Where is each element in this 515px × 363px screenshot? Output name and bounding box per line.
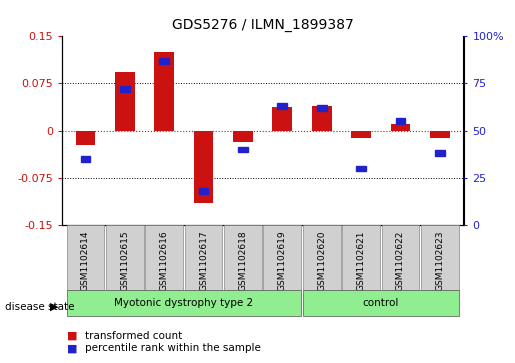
Bar xyxy=(66,290,301,316)
Text: GSM1102622: GSM1102622 xyxy=(396,230,405,291)
Text: GSM1102617: GSM1102617 xyxy=(199,230,208,291)
Text: Myotonic dystrophy type 2: Myotonic dystrophy type 2 xyxy=(114,298,253,308)
Bar xyxy=(435,151,445,156)
Bar xyxy=(303,225,340,290)
Text: GSM1102623: GSM1102623 xyxy=(435,230,444,291)
Text: GSM1102621: GSM1102621 xyxy=(356,230,366,291)
Text: GSM1102614: GSM1102614 xyxy=(81,230,90,291)
Bar xyxy=(154,52,174,131)
Bar xyxy=(145,225,183,290)
Bar xyxy=(396,118,405,124)
Bar xyxy=(312,106,332,131)
Bar xyxy=(233,131,253,142)
Bar xyxy=(199,188,209,194)
Bar xyxy=(120,86,130,92)
Text: percentile rank within the sample: percentile rank within the sample xyxy=(85,343,261,354)
Bar xyxy=(224,225,262,290)
Bar xyxy=(115,72,134,131)
Text: GSM1102616: GSM1102616 xyxy=(160,230,169,291)
Bar xyxy=(356,166,366,171)
Text: ■: ■ xyxy=(67,343,77,354)
Bar xyxy=(159,58,169,64)
Bar xyxy=(430,131,450,138)
Text: ▶: ▶ xyxy=(50,302,58,312)
Text: GSM1102618: GSM1102618 xyxy=(238,230,248,291)
Text: GSM1102620: GSM1102620 xyxy=(317,230,326,291)
Text: disease state: disease state xyxy=(5,302,75,312)
Bar xyxy=(80,156,90,162)
Bar xyxy=(303,290,459,316)
Title: GDS5276 / ILMN_1899387: GDS5276 / ILMN_1899387 xyxy=(172,19,353,33)
Bar xyxy=(382,225,419,290)
Text: transformed count: transformed count xyxy=(85,331,182,341)
Bar xyxy=(66,225,105,290)
Bar xyxy=(238,147,248,152)
Bar xyxy=(317,105,327,111)
Bar xyxy=(421,225,459,290)
Bar xyxy=(272,107,292,131)
Bar xyxy=(264,225,301,290)
Text: ■: ■ xyxy=(67,331,77,341)
Bar xyxy=(76,131,95,144)
Bar xyxy=(194,131,213,203)
Text: GSM1102615: GSM1102615 xyxy=(121,230,129,291)
Text: GSM1102619: GSM1102619 xyxy=(278,230,287,291)
Bar xyxy=(351,131,371,138)
Bar xyxy=(391,125,410,131)
Bar xyxy=(185,225,222,290)
Text: control: control xyxy=(363,298,399,308)
Bar xyxy=(278,103,287,109)
Bar xyxy=(106,225,144,290)
Bar xyxy=(342,225,380,290)
